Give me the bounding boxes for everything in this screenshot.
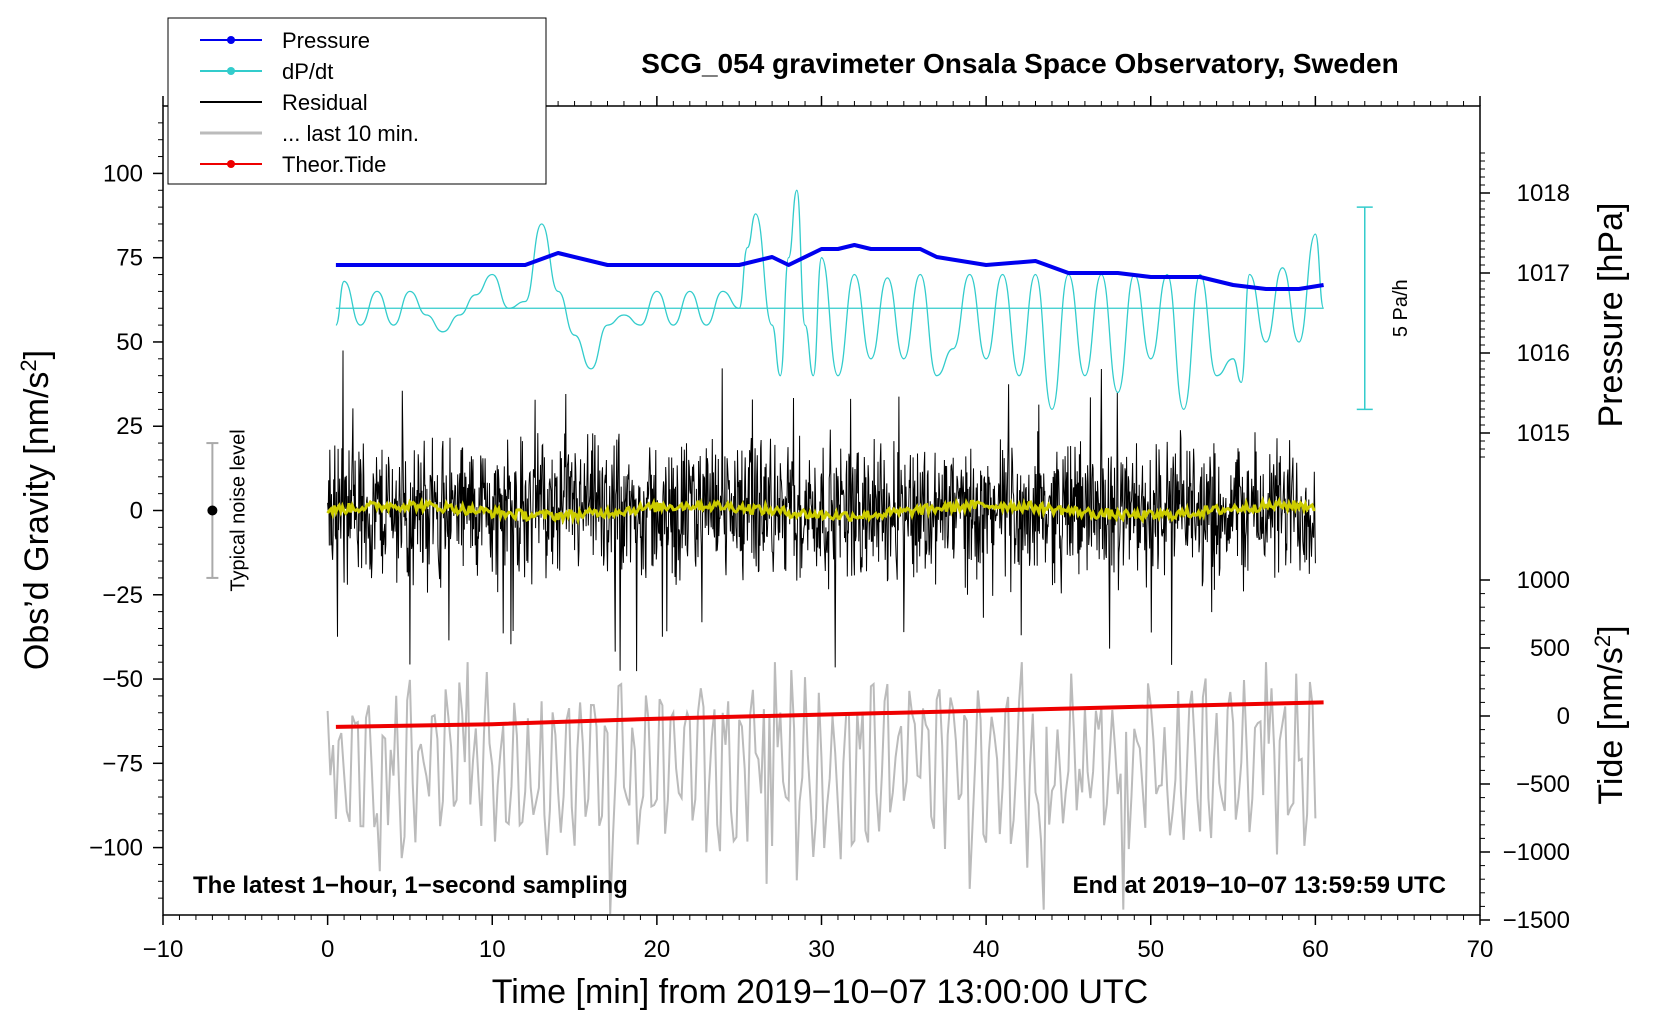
legend-label: Residual (282, 90, 368, 115)
tide-tick-label: 0 (1557, 703, 1570, 730)
x-tick-label: 40 (973, 936, 1000, 963)
y-tick-label: 100 (103, 160, 143, 187)
left-axis-title-end: ] (18, 350, 56, 359)
tide-axis-title-sup: 2 (1590, 635, 1615, 647)
smoothed-residual-line (326, 495, 1316, 526)
x-tick-label: 30 (808, 936, 835, 963)
series-layer (326, 189, 1325, 915)
x-tick-label: 0 (321, 936, 334, 963)
tide-line (335, 700, 1324, 729)
left-axis-title-main: Obs’d Gravity [nm/s (18, 372, 56, 671)
residual-line (327, 350, 1316, 672)
tide-tick-label: −1000 (1503, 839, 1570, 866)
note-left: The latest 1−hour, 1−second sampling (193, 872, 628, 899)
legend-marker (227, 36, 235, 44)
x-tick-label: 50 (1137, 936, 1164, 963)
x-tick-label: 60 (1302, 936, 1329, 963)
left-axis-title: Obs’d Gravity [nm/s2] (16, 350, 56, 670)
legend-label: ... last 10 min. (282, 121, 419, 146)
y-tick-label: 50 (116, 329, 143, 356)
y-tick-label: 25 (116, 413, 143, 440)
tide-axis: 1000 500 0 −500 −1000 −1500 (1480, 567, 1570, 934)
tide-tick-label: −1500 (1503, 907, 1570, 934)
annotations: Typical noise level 5 Pa/h (206, 206, 1412, 592)
left-axis-title-sup: 2 (16, 359, 41, 371)
y-tick-label: 0 (130, 498, 143, 525)
pressure-tick-label: 1017 (1517, 260, 1570, 287)
pressure-axis-title: Pressure [hPa] (1592, 203, 1630, 428)
y-tick-label: 75 (116, 245, 143, 272)
x-tick-label: 70 (1467, 936, 1494, 963)
legend-label: Theor.Tide (282, 152, 386, 177)
legend-items: Pressure dP/dt Residual ... last 10 min. The… (200, 28, 419, 177)
note-right: End at 2019−10−07 13:59:59 UTC (1072, 872, 1446, 899)
pressure-tick-label: 1015 (1517, 420, 1570, 447)
x-tick-label: 20 (644, 936, 671, 963)
rate-label: 5 Pa/h (1390, 279, 1412, 337)
x-axis: −10 0 10 20 30 40 50 60 70 (143, 96, 1494, 963)
noise-label: Typical noise level (227, 429, 249, 591)
chart-title: SCG_054 gravimeter Onsala Space Observat… (641, 48, 1398, 79)
y-tick-label: −50 (102, 666, 143, 693)
tide-tick-label: −500 (1516, 771, 1570, 798)
dpdt-line (335, 189, 1325, 411)
y-tick-label: −100 (89, 835, 143, 862)
noise-bar-dot (207, 505, 218, 516)
pressure-tick-label: 1016 (1517, 340, 1570, 367)
pressure-axis: 1018 1017 1016 1015 (1480, 152, 1570, 458)
tide-axis-title-end: ] (1592, 625, 1630, 634)
tide-axis-title-main: Tide [nm/s (1592, 647, 1630, 804)
x-axis-title: Time [min] from 2019−10−07 13:00:00 UTC (492, 973, 1148, 1011)
left-y-axis: 100 75 50 25 0 −25 −50 −75 −100 (89, 122, 163, 899)
y-tick-label: −75 (102, 750, 143, 777)
y-tick-label: −25 (102, 582, 143, 609)
pressure-tick-label: 1018 (1517, 180, 1570, 207)
x-tick-label: 10 (479, 936, 506, 963)
legend-label: Pressure (282, 28, 370, 53)
legend-marker (227, 67, 235, 75)
tide-tick-label: 1000 (1517, 567, 1570, 594)
tide-axis-title: Tide [nm/s2] (1590, 625, 1630, 804)
legend-label: dP/dt (282, 59, 333, 84)
tide-tick-label: 500 (1530, 635, 1570, 662)
x-tick-label: −10 (143, 936, 184, 963)
legend-marker (227, 160, 235, 168)
legend: Pressure dP/dt Residual ... last 10 min. The… (167, 17, 547, 185)
pressure-line (335, 243, 1324, 291)
